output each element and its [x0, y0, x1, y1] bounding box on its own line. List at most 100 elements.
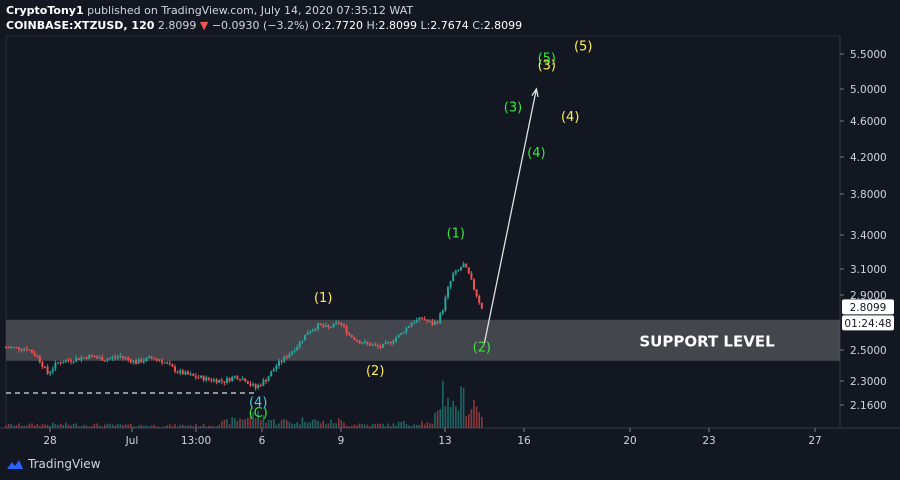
volume-bar — [75, 423, 77, 428]
volume-bar — [101, 426, 103, 428]
candle-body — [348, 333, 351, 336]
candle-body — [324, 325, 327, 327]
volume-bar — [288, 421, 291, 428]
candle-body — [343, 324, 345, 327]
volume-bar — [262, 415, 265, 428]
volume-bar — [62, 425, 64, 428]
tradingview-logo-icon — [7, 460, 23, 469]
candle-body — [189, 374, 192, 376]
candle-body — [259, 385, 262, 387]
candle-body — [25, 348, 28, 350]
candle-body — [181, 370, 184, 375]
candle-body — [36, 355, 39, 357]
candle-body — [293, 350, 296, 352]
low-label: L: — [420, 19, 431, 32]
wave-label: (4) — [527, 146, 545, 161]
candle-body — [127, 357, 130, 360]
volume-bar — [377, 423, 379, 428]
volume-bar — [286, 420, 288, 428]
candle-body — [106, 359, 109, 361]
volume-bar — [205, 426, 207, 428]
volume-bar — [208, 425, 210, 428]
wave-label: (1) — [447, 226, 465, 241]
candle-body — [278, 361, 280, 366]
volume-bar — [340, 420, 343, 428]
candle-body — [298, 341, 301, 347]
volume-bar — [153, 424, 155, 428]
high-label: H: — [366, 19, 379, 32]
candle-body — [457, 269, 460, 271]
candle-body — [103, 360, 106, 362]
volume-bar — [143, 425, 145, 428]
last-price-tag-label: 2.8099 — [850, 302, 887, 314]
wave-label: (5) — [574, 40, 592, 55]
candle-body — [20, 349, 23, 351]
candle-body — [215, 379, 218, 383]
time-tick-label: 20 — [623, 435, 636, 447]
volume-bar — [114, 425, 116, 428]
candle-body — [335, 322, 338, 324]
candle-body — [171, 364, 174, 367]
volume-bar — [384, 426, 387, 428]
candle-body — [454, 270, 457, 274]
candle-body — [270, 371, 273, 377]
volume-bar — [218, 424, 220, 428]
candle-body — [28, 349, 31, 351]
volume-bar — [314, 419, 317, 428]
price-tick-label: 2.5000 — [850, 345, 887, 357]
candle-body — [254, 384, 257, 389]
candle-body — [265, 380, 267, 382]
wave-label: (4) — [249, 396, 267, 411]
candle-body — [267, 376, 270, 382]
candle-body — [111, 356, 114, 359]
volume-bar — [319, 423, 322, 428]
candle-body — [161, 360, 163, 363]
symbol-label[interactable]: COINBASE:XTZUSD, 120 — [6, 19, 155, 32]
candle-body — [46, 366, 49, 374]
volume-bar — [145, 425, 148, 428]
candle-body — [314, 328, 317, 330]
last-price: 2.8099 — [157, 19, 197, 32]
candle-body — [304, 334, 306, 341]
candle-body — [132, 360, 135, 363]
candle-body — [327, 325, 330, 328]
tradingview-logo[interactable]: TradingView — [6, 457, 101, 471]
candle-body — [460, 267, 462, 270]
volume-bar — [221, 421, 223, 428]
candle-body — [395, 337, 397, 342]
volume-bar — [442, 380, 444, 428]
volume-bar — [156, 426, 158, 428]
price-tick-label: 2.1600 — [850, 400, 887, 412]
volume-bar — [80, 425, 83, 428]
price-tick-label: 4.6000 — [850, 116, 887, 128]
support-level-label: SUPPORT LEVEL — [639, 332, 775, 350]
author-name[interactable]: CryptoTony1 — [6, 4, 84, 17]
candle-body — [218, 379, 221, 383]
volume-bar — [117, 423, 119, 428]
candle-body — [163, 362, 166, 364]
volume-bar — [158, 426, 161, 428]
volume-bar — [91, 426, 93, 428]
volume-bar — [267, 419, 270, 428]
volume-bar — [413, 424, 415, 428]
candle-body — [210, 379, 213, 381]
candle-body — [317, 323, 319, 329]
volume-bar — [257, 411, 259, 428]
candle-body — [174, 366, 176, 372]
candle-body — [12, 347, 15, 349]
candle-body — [205, 377, 208, 381]
volume-bar — [85, 425, 88, 428]
volume-bar — [283, 419, 285, 428]
volume-bar — [202, 423, 205, 428]
candle-body — [80, 357, 83, 360]
volume-bar — [369, 426, 371, 428]
candle-body — [223, 381, 226, 383]
volume-bar — [174, 424, 176, 428]
candle-body — [452, 273, 455, 282]
volume-bar — [364, 424, 366, 428]
volume-bar — [353, 424, 356, 428]
candle-body — [400, 332, 403, 335]
volume-bar — [239, 418, 241, 428]
volume-bar — [88, 426, 90, 428]
